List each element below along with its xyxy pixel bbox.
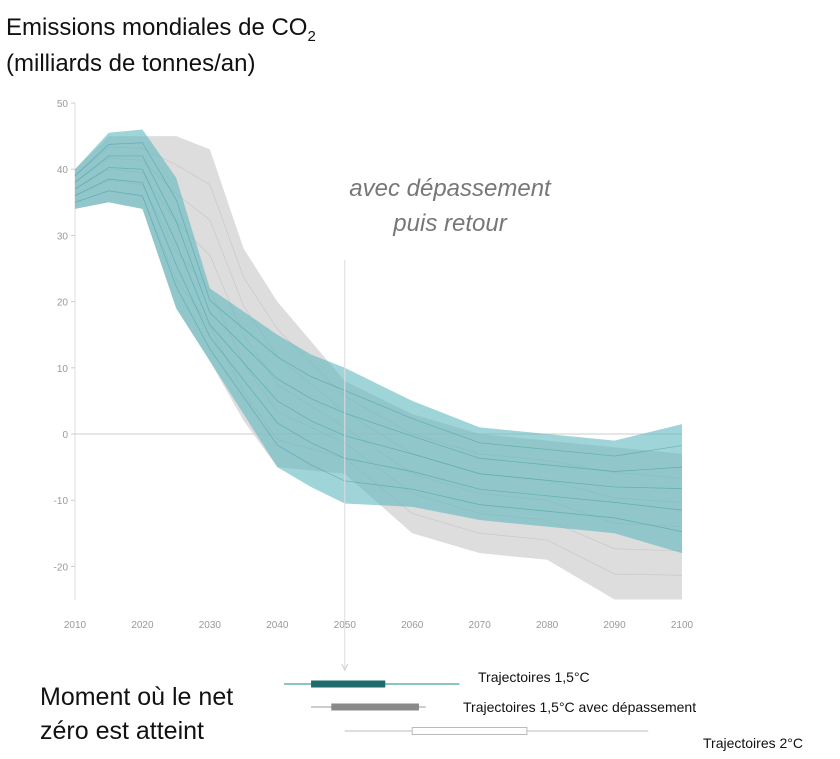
net-zero-label-line2: zéro est atteint [40, 717, 204, 745]
chart-subtitle: (milliards de tonnes/an) [6, 50, 256, 77]
y-tick-label: 30 [57, 231, 69, 242]
net-zero-box [311, 680, 386, 688]
x-tick-label: 2100 [671, 620, 694, 631]
legend-label: Trajectoires 1,5°C [478, 669, 590, 685]
annotation-text: puis retour [392, 210, 507, 237]
net-zero-box [331, 703, 419, 711]
y-tick-label: -20 [54, 562, 69, 573]
annotation-text: avec dépassement [349, 175, 552, 202]
trajectory-line [74, 155, 683, 472]
x-tick-label: 2090 [603, 620, 626, 631]
legend-label: Trajectoires 2°C [703, 735, 803, 751]
x-tick-label: 2060 [401, 620, 424, 631]
y-tick-label: 40 [57, 165, 69, 176]
y-tick-label: 0 [62, 430, 68, 441]
y-tick-label: 10 [57, 364, 69, 375]
net-zero-box [411, 727, 528, 735]
x-tick-label: 2010 [64, 620, 87, 631]
trajectory-line [74, 167, 683, 489]
y-tick-label: -10 [54, 496, 69, 507]
y-tick-label: 50 [57, 99, 69, 110]
x-tick-label: 2020 [131, 620, 154, 631]
y-tick-label: 20 [57, 298, 69, 309]
band-1-5c [75, 129, 682, 554]
x-tick-label: 2070 [469, 620, 492, 631]
x-tick-label: 2030 [199, 620, 222, 631]
arrow-down-icon [341, 663, 349, 672]
trajectory-line [74, 190, 683, 532]
x-tick-label: 2040 [266, 620, 289, 631]
net-zero-label: Moment où le net zéro est atteint [40, 680, 233, 748]
trajectory-line [74, 178, 683, 511]
x-tick-label: 2080 [536, 620, 559, 631]
trajectory-line [74, 142, 683, 457]
chart-title: Emissions mondiales de CO2 [6, 14, 316, 45]
net-zero-label-line1: Moment où le net [40, 683, 234, 711]
legend-label: Trajectoires 1,5°C avec dépassement [463, 699, 696, 715]
